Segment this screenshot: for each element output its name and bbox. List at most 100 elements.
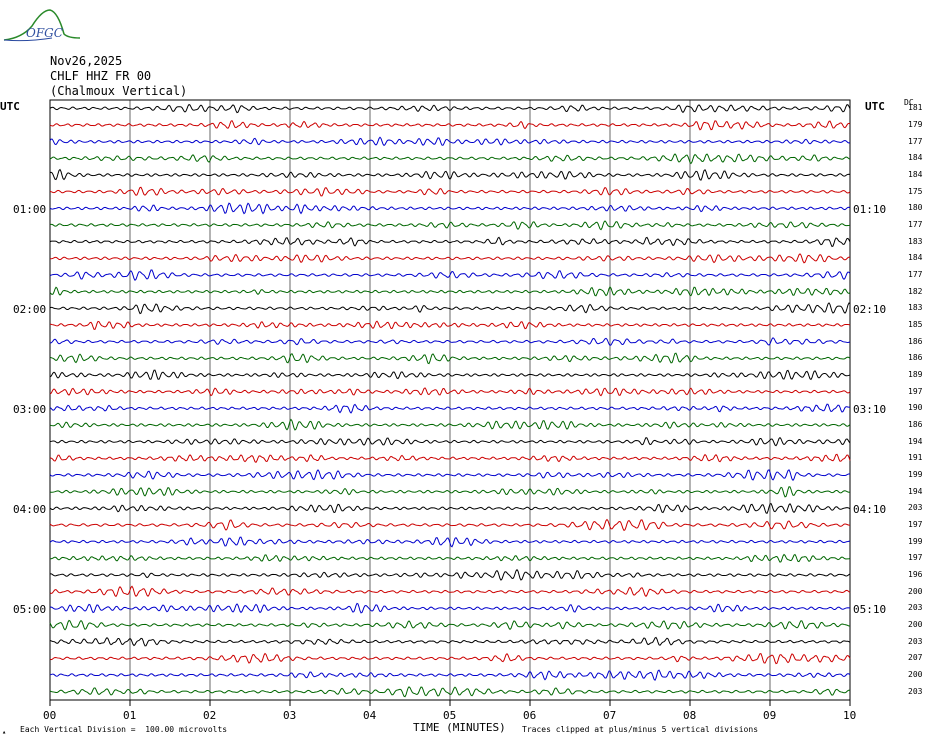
dc-label: DC xyxy=(904,98,914,107)
dc-value: 183 xyxy=(908,236,923,246)
dc-value: 197 xyxy=(908,520,923,529)
footer-scale-note: Each Vertical Division = 100.00 microvol… xyxy=(20,725,228,734)
x-tick-label: 10 xyxy=(843,709,857,722)
x-tick-label: 05 xyxy=(443,709,457,722)
dc-value: 186 xyxy=(908,420,923,429)
dc-value: 203 xyxy=(908,603,923,613)
seismic-trace xyxy=(49,469,851,482)
x-tick-label: 03 xyxy=(283,709,297,722)
seismic-trace xyxy=(49,253,851,264)
seismic-trace xyxy=(49,119,851,131)
seismic-trace xyxy=(49,669,851,682)
dc-value: 177 xyxy=(908,136,923,146)
utc-left-label: UTC xyxy=(0,100,20,113)
logo-mountain-icon xyxy=(3,9,81,42)
right-time-label: 01:10 xyxy=(853,203,887,216)
dc-value: 186 xyxy=(908,353,923,363)
dc-value: 179 xyxy=(908,120,923,129)
dc-value: 199 xyxy=(908,470,923,479)
left-time-label: 03:00 xyxy=(13,403,47,416)
dc-value: 190 xyxy=(908,403,923,413)
seismic-trace xyxy=(49,436,851,447)
seismic-trace xyxy=(49,153,851,165)
dc-value: 184 xyxy=(908,253,923,263)
left-time-label: 01:00 xyxy=(13,203,47,216)
header-station-name: (Chalmoux Vertical) xyxy=(50,84,188,98)
seismic-trace xyxy=(49,568,851,581)
logo-text: OFGC xyxy=(26,26,63,40)
left-time-label: 05:00 xyxy=(13,603,47,616)
dc-value: 194 xyxy=(908,436,923,446)
x-tick-label: 00 xyxy=(43,709,57,722)
seismic-trace xyxy=(49,103,851,114)
dc-value: 184 xyxy=(908,170,923,179)
seismic-trace xyxy=(49,553,851,563)
seismic-trace xyxy=(49,136,851,147)
dc-value: 197 xyxy=(908,553,923,563)
dc-value: 175 xyxy=(908,186,923,196)
header-date: Nov26,2025 xyxy=(50,54,123,68)
seismic-trace xyxy=(49,236,851,248)
seismic-trace xyxy=(49,686,851,698)
seismic-trace xyxy=(49,220,851,231)
x-tick-label: 06 xyxy=(523,709,537,722)
x-tick-label: 02 xyxy=(203,709,217,722)
dc-value: 199 xyxy=(908,536,923,546)
seismic-trace xyxy=(49,585,851,598)
dc-value: 180 xyxy=(908,203,923,213)
seismic-trace xyxy=(49,202,851,215)
dc-value: 200 xyxy=(908,586,923,596)
seismic-trace xyxy=(49,369,851,381)
seismic-trace xyxy=(49,286,851,297)
seismic-trace xyxy=(49,536,851,548)
seismic-trace xyxy=(49,168,851,181)
dc-value: 200 xyxy=(908,620,923,629)
seismic-trace xyxy=(49,403,851,414)
dc-value: 207 xyxy=(908,653,923,663)
footer-clip-note: Traces clipped at plus/minus 5 vertical … xyxy=(522,725,759,734)
ofgc-logo: OFGC xyxy=(2,4,82,44)
header-station: CHLF HHZ FR 00 xyxy=(50,69,152,83)
dc-value: 184 xyxy=(908,153,923,163)
seismic-trace xyxy=(49,518,851,532)
dc-value: 191 xyxy=(908,453,923,463)
right-time-label: 02:10 xyxy=(853,303,887,316)
dc-value: 181 xyxy=(908,103,923,113)
dc-value: 200 xyxy=(908,670,923,679)
seismic-trace xyxy=(49,269,851,281)
seismic-trace xyxy=(49,453,851,464)
dc-value: 177 xyxy=(908,270,923,279)
dc-value: 177 xyxy=(908,220,923,229)
dc-value: 203 xyxy=(908,686,923,696)
dc-value: 203 xyxy=(908,636,923,646)
seismic-trace xyxy=(49,502,851,514)
dc-value: 185 xyxy=(908,320,923,329)
left-time-label: 04:00 xyxy=(13,503,47,516)
left-time-label: 02:00 xyxy=(13,303,47,316)
utc-right-label: UTC xyxy=(865,100,885,113)
seismic-trace xyxy=(49,418,851,431)
dc-value: 182 xyxy=(908,286,923,296)
dc-value: 194 xyxy=(908,486,923,496)
x-tick-label: 07 xyxy=(603,709,617,722)
x-tick-label: 09 xyxy=(763,709,777,722)
dc-value: 196 xyxy=(908,570,923,579)
seismic-trace xyxy=(49,302,851,315)
seismic-trace xyxy=(49,636,851,647)
dc-value: 189 xyxy=(908,370,923,379)
dc-value: 203 xyxy=(908,503,923,513)
seismic-trace xyxy=(49,352,851,365)
right-time-label: 05:10 xyxy=(853,603,887,616)
x-axis-title: TIME (MINUTES) xyxy=(413,721,506,734)
x-tick-label: 04 xyxy=(363,709,377,722)
corner-mark-icon: ▴ xyxy=(2,728,7,736)
dc-value: 197 xyxy=(908,386,923,396)
dc-value: 186 xyxy=(908,336,923,346)
seismic-trace xyxy=(49,619,851,631)
x-tick-label: 08 xyxy=(683,709,697,722)
right-time-label: 03:10 xyxy=(853,403,887,416)
seismic-trace xyxy=(49,652,851,665)
seismic-trace xyxy=(49,320,851,330)
dc-value: 183 xyxy=(908,303,923,313)
